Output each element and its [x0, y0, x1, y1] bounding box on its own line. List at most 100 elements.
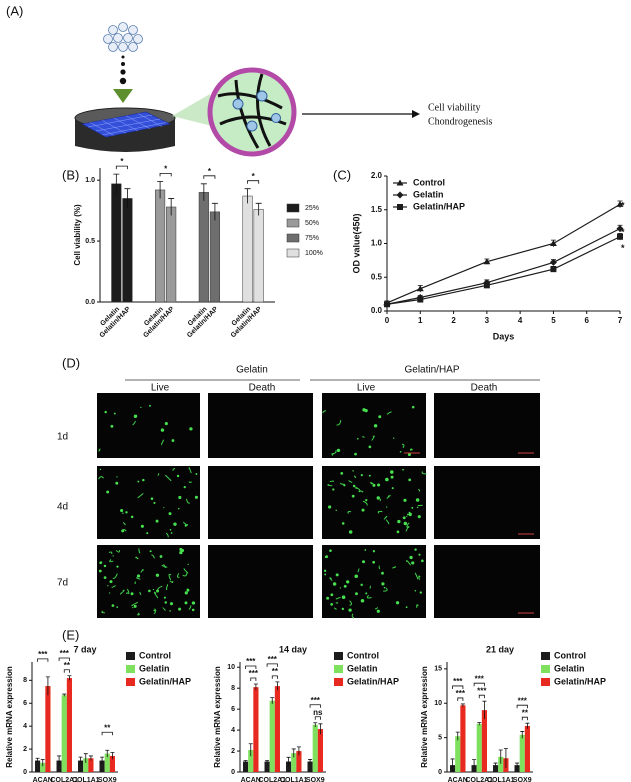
cell-signal: [370, 481, 374, 485]
error-bar: [460, 703, 465, 707]
cell-signal: [188, 605, 192, 610]
chart: 0 2 4 6 8 10 Relative mRNA expression 14 day ACA…: [213, 644, 399, 782]
cell-signal: [142, 478, 145, 482]
cell-signal: [416, 604, 419, 608]
cell-signal: [104, 410, 107, 414]
group-header: Gelatin: [236, 365, 268, 376]
bar: [460, 705, 466, 772]
chart: 0 5 10 15 Relative mRNA expression 21 day ACAN…: [420, 644, 606, 782]
significance-label: ***: [60, 649, 70, 658]
bar: [109, 755, 115, 772]
chart-title: 14 day: [279, 644, 307, 654]
error-bar: [477, 722, 482, 726]
cell-signal: [169, 528, 172, 531]
significance-bracket: [63, 669, 70, 673]
cell-signal: [136, 557, 139, 560]
cell-signal: [406, 560, 412, 566]
cell-signal: [348, 608, 352, 612]
cell-signal: [386, 411, 392, 415]
y-tick-label: 4: [23, 723, 27, 730]
row-header: 4d: [57, 502, 68, 513]
cell-signal: [330, 603, 333, 606]
significance-label: ***: [268, 655, 278, 664]
significance-label: ***: [456, 689, 466, 698]
legend-label: Gelatin/HAP: [139, 676, 191, 686]
chart: 0.0 0.5 1.0 1.5 2.0 OD value(450) Days 0 1 2 3 4 5 6 7…: [351, 171, 625, 341]
micrograph: [322, 466, 426, 539]
cell-signal: [323, 569, 327, 573]
significance-bracket: [245, 665, 257, 669]
bar: [209, 211, 220, 303]
cell-signal: [148, 589, 151, 593]
cell-signal: [331, 450, 337, 455]
y-tick-label: 15: [434, 666, 442, 673]
cell-signal: [149, 550, 152, 553]
error-bar: [100, 756, 105, 764]
marker: [549, 258, 557, 266]
cell-signal: [111, 604, 115, 607]
legend-label: Control: [139, 650, 171, 660]
y-tick-label: 1.0: [85, 177, 95, 184]
zoom-cone: [172, 94, 212, 126]
significance-label: ***: [249, 669, 259, 678]
y-tick-label: 6: [231, 706, 235, 713]
cell-signal: [416, 506, 419, 509]
significance-label: ns: [313, 708, 323, 717]
cell-signal: [406, 522, 410, 528]
cell-signal: [403, 521, 408, 526]
cell-signal: [178, 507, 180, 510]
cell-signal: [324, 555, 328, 559]
bar: [35, 760, 41, 772]
bar: [155, 189, 166, 303]
micrograph: [434, 545, 540, 618]
cell-signal: [172, 468, 176, 471]
cell-signal: [415, 498, 420, 502]
cell-signal: [352, 470, 354, 472]
bar: [286, 761, 292, 772]
significance-label: *: [621, 243, 625, 253]
column-header: Live: [357, 383, 376, 394]
cell-signal: [385, 519, 390, 525]
cell-signal: [137, 480, 140, 483]
cell-signal: [368, 474, 371, 477]
panel-label: (A): [6, 3, 23, 18]
legend-label: Gelatin: [554, 663, 585, 673]
cell-signal: [393, 437, 395, 439]
cell-signal: [368, 445, 372, 449]
y-axis-label: Relative mRNA expression: [5, 666, 14, 768]
cell-signal: [115, 481, 119, 485]
bar: [88, 758, 94, 772]
error-bar: [124, 188, 131, 209]
cell-signal: [360, 583, 363, 587]
bar: [99, 760, 105, 772]
significance-bracket: [58, 657, 70, 661]
legend-swatch: [286, 233, 300, 243]
cell-signal: [169, 580, 174, 583]
cell-signal: [383, 586, 386, 589]
bar: [481, 710, 487, 772]
cell-signal: [339, 587, 342, 589]
cell-signal: [372, 550, 376, 553]
cell-signal: [351, 613, 355, 619]
cell-signal: [405, 526, 409, 532]
chart-title: 7 day: [73, 644, 96, 654]
cell-signal: [341, 595, 346, 600]
y-axis-label: Relative mRNA expression: [420, 666, 429, 768]
cell-signal: [354, 574, 359, 579]
cell-signal: [374, 607, 379, 610]
cell-signal: [343, 484, 346, 487]
significance-bracket: [203, 175, 216, 179]
panel-label: (E): [62, 627, 79, 642]
cell-signal: [165, 532, 169, 538]
significance-bracket: [247, 180, 260, 184]
x-tick-label: 1: [418, 316, 423, 325]
cell-signal: [101, 610, 105, 614]
cell-signal: [402, 468, 404, 471]
legend-label: Gelatin/HAP: [413, 201, 465, 211]
y-tick-label: 1.5: [371, 205, 383, 214]
bar: [253, 209, 264, 303]
cell-signal: [161, 565, 168, 568]
cell-signal: [402, 516, 406, 520]
x-tick-label: COL2A1: [50, 777, 78, 782]
significance-label: *: [252, 172, 256, 181]
